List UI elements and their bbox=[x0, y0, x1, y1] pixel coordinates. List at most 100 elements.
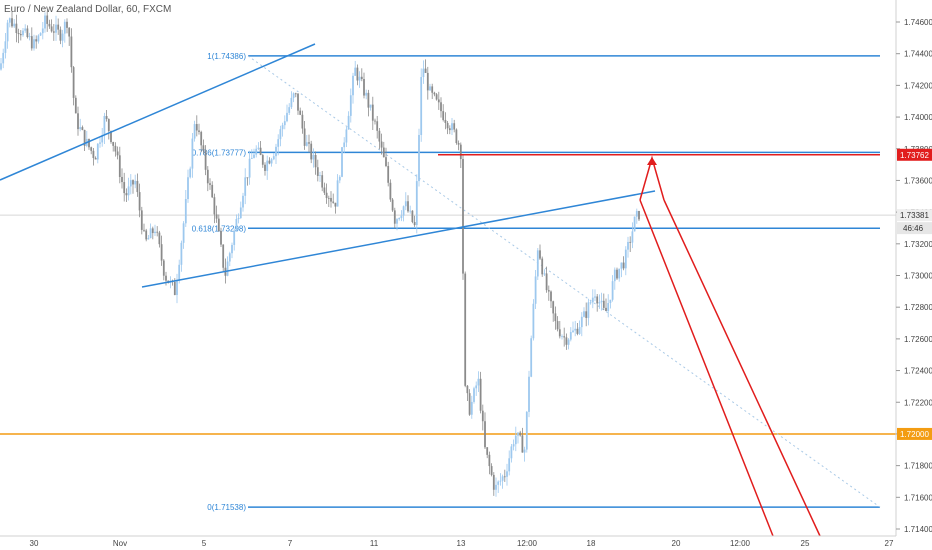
candle-body bbox=[305, 142, 308, 146]
candle-body bbox=[411, 210, 414, 223]
candle-body bbox=[523, 449, 526, 453]
candle-body bbox=[116, 151, 119, 156]
candle-body bbox=[50, 26, 53, 32]
candle-body bbox=[222, 244, 225, 268]
candle-body bbox=[561, 336, 563, 338]
candle-body bbox=[488, 454, 491, 467]
candle-body bbox=[281, 125, 284, 130]
candle-body bbox=[453, 123, 456, 130]
candle-body bbox=[589, 302, 592, 304]
candle-body bbox=[499, 480, 502, 482]
candle-body bbox=[88, 138, 90, 148]
candle-body bbox=[481, 410, 484, 422]
candle-body bbox=[310, 143, 313, 160]
candle-body bbox=[4, 41, 7, 53]
candle-body bbox=[272, 156, 275, 160]
candle-body bbox=[217, 218, 220, 232]
candle-body bbox=[616, 269, 618, 279]
candle-body bbox=[431, 86, 434, 93]
candle-body bbox=[162, 260, 165, 276]
fib-level-label: 1(1.74386) bbox=[207, 52, 246, 61]
orange-level-label-bg bbox=[897, 427, 932, 440]
candle-body bbox=[292, 93, 295, 98]
candle-body bbox=[211, 184, 214, 198]
candle-body bbox=[248, 158, 251, 178]
candle-body bbox=[508, 458, 511, 472]
candle-body bbox=[415, 181, 418, 226]
target-price-label-bg bbox=[897, 148, 932, 161]
candle-body bbox=[134, 180, 137, 185]
candle-body bbox=[160, 244, 163, 261]
candle-body bbox=[455, 129, 458, 144]
candle-body bbox=[462, 158, 464, 274]
candle-body bbox=[468, 393, 471, 415]
arrow-head bbox=[647, 157, 657, 165]
candle-body bbox=[349, 95, 352, 116]
candle-body bbox=[173, 281, 176, 295]
candle-body bbox=[321, 175, 324, 188]
candle-body bbox=[631, 231, 634, 243]
candle-body bbox=[343, 142, 346, 148]
candle-body bbox=[154, 231, 156, 234]
price-tick-label: 1.72400 bbox=[904, 367, 932, 376]
candle-body bbox=[633, 216, 636, 232]
time-tick-label: 13 bbox=[457, 539, 466, 548]
candle-body bbox=[308, 142, 310, 144]
candle-body bbox=[613, 269, 616, 282]
candle-body bbox=[624, 249, 627, 269]
candle-body bbox=[600, 300, 603, 303]
candle-body bbox=[580, 316, 583, 328]
candle-body bbox=[180, 242, 183, 265]
time-tick-label: 12:00 bbox=[730, 539, 751, 548]
candle-body bbox=[244, 177, 247, 196]
candle-body bbox=[437, 99, 440, 103]
candle-body bbox=[13, 23, 16, 27]
candle-body bbox=[226, 261, 229, 276]
candle-body bbox=[215, 214, 218, 219]
candle-body bbox=[55, 24, 57, 33]
candles-layer bbox=[0, 11, 640, 497]
candle-body bbox=[59, 29, 62, 41]
time-tick-label: Nov bbox=[113, 539, 127, 548]
candle-body bbox=[525, 411, 528, 450]
candle-body bbox=[393, 210, 396, 224]
candle-body bbox=[424, 68, 427, 73]
candle-body bbox=[33, 39, 35, 49]
price-tick-label: 1.73000 bbox=[904, 272, 932, 281]
candle-body bbox=[607, 303, 610, 312]
candle-body bbox=[79, 127, 82, 130]
candle-body bbox=[442, 111, 445, 120]
candle-body bbox=[118, 155, 121, 177]
candle-body bbox=[189, 168, 192, 178]
candle-body bbox=[369, 104, 372, 108]
candle-body bbox=[8, 18, 11, 23]
candle-body bbox=[426, 72, 429, 91]
candle-body bbox=[259, 147, 262, 156]
candle-body bbox=[127, 186, 130, 196]
candle-body bbox=[420, 77, 423, 135]
candle-body bbox=[341, 147, 343, 177]
candle-body bbox=[37, 35, 40, 42]
countdown-label: 46:46 bbox=[903, 224, 924, 233]
candle-body bbox=[327, 197, 330, 199]
candle-body bbox=[521, 435, 524, 453]
candle-body bbox=[48, 23, 51, 27]
candle-body bbox=[138, 192, 141, 211]
candle-body bbox=[235, 219, 238, 231]
candle-body bbox=[492, 474, 495, 490]
time-tick-label: 5 bbox=[202, 539, 207, 548]
time-tick-label: 18 bbox=[587, 539, 596, 548]
price-tick-label: 1.72600 bbox=[904, 335, 932, 344]
candle-body bbox=[396, 219, 398, 224]
candle-body bbox=[422, 68, 425, 78]
candle-body bbox=[46, 15, 49, 24]
candle-body bbox=[336, 180, 339, 207]
candle-body bbox=[440, 102, 442, 112]
candle-body bbox=[576, 328, 579, 334]
candle-body bbox=[294, 93, 297, 95]
candle-body bbox=[532, 303, 535, 339]
candle-body bbox=[30, 36, 33, 49]
candle-body bbox=[602, 300, 605, 308]
candle-body bbox=[266, 160, 269, 171]
